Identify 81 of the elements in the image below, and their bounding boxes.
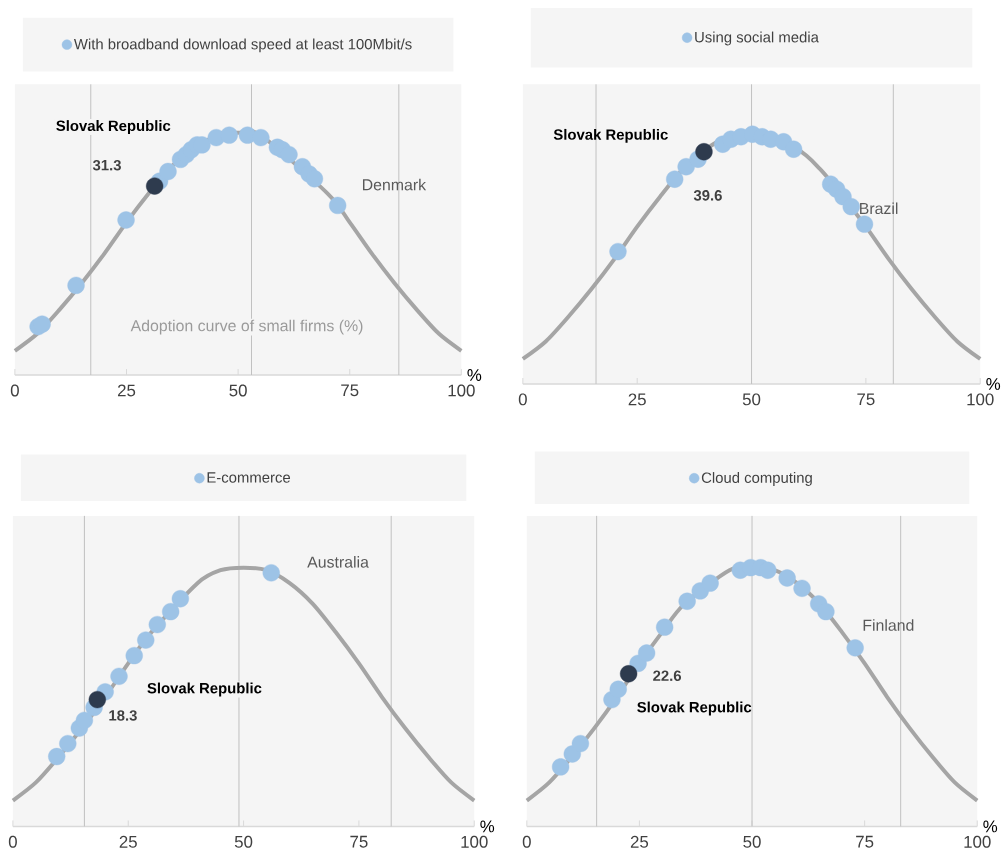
x-tick-label: 0: [518, 393, 527, 406]
x-tick-label: 0: [522, 835, 531, 848]
point: [609, 242, 627, 261]
annotation: 31.3: [92, 159, 121, 171]
annotation: Slovak Republic: [637, 701, 752, 716]
point: [793, 579, 811, 597]
annotation: Slovak Republic: [553, 128, 668, 143]
x-tick-label: 25: [630, 835, 649, 848]
point: [262, 564, 280, 582]
point: [280, 145, 298, 164]
x-tick-label: 100: [448, 384, 475, 397]
point: [784, 140, 803, 158]
legend-label: Cloud computing: [701, 472, 812, 486]
point: [778, 569, 796, 587]
point: [638, 644, 656, 662]
point: [110, 667, 128, 685]
x-tick-label: 0: [10, 384, 19, 397]
point: [162, 602, 180, 621]
point: [817, 602, 835, 621]
x-axis-title: %: [986, 377, 1001, 390]
point: [75, 711, 94, 729]
point: [125, 646, 143, 665]
x-tick-label: 75: [341, 384, 359, 397]
x-tick-label: 25: [117, 384, 136, 397]
point: [846, 639, 864, 657]
point: [159, 162, 177, 181]
point: [656, 618, 674, 636]
annotation: Brazil: [860, 202, 898, 215]
point: [305, 170, 324, 188]
point: [252, 128, 270, 147]
point: [678, 592, 696, 610]
legend-label: Using social media: [695, 31, 819, 46]
annotation: Slovak Republic: [56, 120, 171, 134]
point: [59, 734, 77, 753]
x-tick-label: 25: [628, 393, 646, 406]
annotation: Denmark: [362, 178, 427, 191]
point: [759, 561, 777, 579]
annotation: Adoption curve of small firms (%): [130, 319, 363, 335]
x-tick-label: 100: [964, 835, 991, 848]
x-tick-label: 50: [229, 384, 247, 397]
point: [220, 126, 238, 144]
legend-label: E-commerce: [207, 472, 291, 483]
point: [855, 215, 874, 233]
x-tick-label: 25: [119, 835, 137, 848]
point: [551, 758, 570, 776]
annotation: Australia: [307, 556, 369, 568]
annotation: Slovak Republic: [147, 682, 262, 697]
point: [619, 665, 638, 683]
point: [329, 196, 347, 215]
point: [67, 276, 85, 294]
annotation: Finland: [863, 619, 914, 631]
legend-label: With broadband download speed at least 100Mbit/s: [73, 38, 412, 53]
x-axis-title: %: [480, 820, 495, 833]
x-axis-title: %: [983, 820, 998, 833]
x-tick-label: 50: [742, 393, 761, 406]
x-tick-label: 100: [461, 835, 488, 848]
point: [609, 680, 627, 698]
x-tick-label: 75: [350, 835, 368, 848]
x-tick-label: 75: [856, 835, 874, 848]
point: [117, 211, 135, 229]
point: [171, 590, 189, 608]
x-axis-title: %: [467, 369, 482, 381]
x-tick-label: 0: [8, 835, 17, 848]
annotation: 18.3: [109, 710, 137, 721]
annotation: 39.6: [693, 190, 722, 201]
x-tick-label: 75: [857, 393, 875, 406]
annotation: 22.6: [653, 670, 682, 681]
point: [145, 177, 164, 195]
point: [571, 734, 590, 753]
point: [701, 574, 719, 592]
point: [148, 615, 166, 634]
x-tick-label: 50: [743, 835, 761, 848]
x-tick-label: 100: [967, 393, 994, 406]
point: [695, 143, 713, 161]
point: [88, 690, 106, 709]
point: [666, 170, 684, 188]
point: [33, 315, 51, 333]
point: [48, 747, 66, 766]
x-tick-label: 50: [234, 835, 253, 848]
point: [137, 631, 155, 649]
point: [842, 197, 860, 216]
